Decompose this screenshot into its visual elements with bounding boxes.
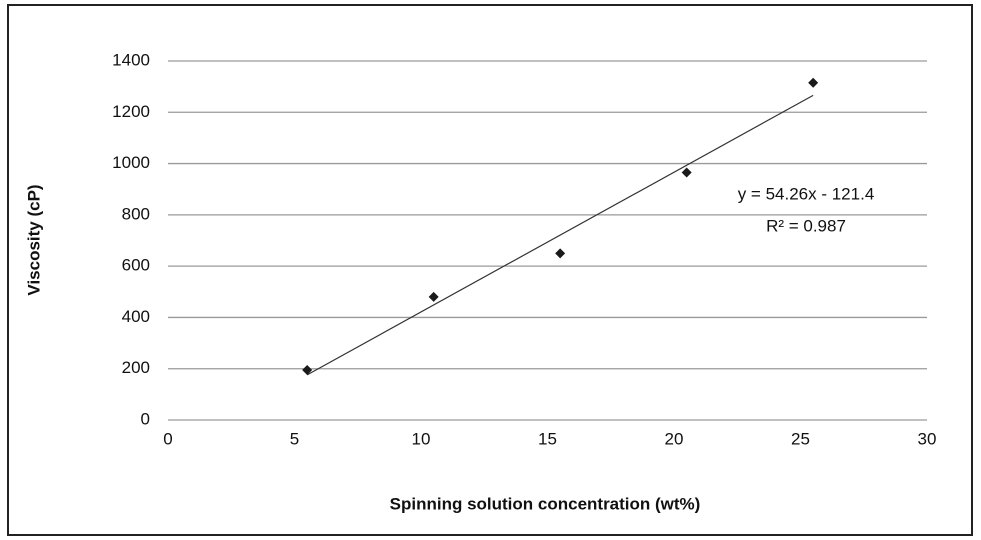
x-tick-label: 30 <box>918 429 937 448</box>
y-tick-label: 1200 <box>112 102 150 121</box>
marker <box>555 248 566 259</box>
y-axis-label: Viscosity (cP) <box>24 184 43 295</box>
x-tick-label: 25 <box>791 429 810 448</box>
marker <box>681 167 692 178</box>
y-tick-label: 400 <box>122 307 150 326</box>
marker <box>428 291 439 302</box>
x-tick-label: 20 <box>665 429 684 448</box>
x-tick-label: 10 <box>412 429 431 448</box>
r-squared: R² = 0.987 <box>766 216 846 235</box>
trendline <box>306 94 814 376</box>
y-tick-label: 1000 <box>112 153 150 172</box>
y-tick-label: 1400 <box>112 50 150 69</box>
chart-frame <box>7 4 973 536</box>
marker <box>302 364 313 375</box>
equation: y = 54.26x - 121.4 <box>738 184 875 203</box>
marker <box>808 77 819 88</box>
x-tick-label: 15 <box>538 429 557 448</box>
x-axis-label: Spinning solution concentration (wt%) <box>390 494 701 513</box>
y-tick-label: 800 <box>122 204 150 223</box>
x-tick-label: 0 <box>163 429 172 448</box>
y-tick-label: 600 <box>122 256 150 275</box>
y-tick-label: 0 <box>141 409 150 428</box>
x-tick-label: 5 <box>290 429 299 448</box>
y-tick-label: 200 <box>122 358 150 377</box>
